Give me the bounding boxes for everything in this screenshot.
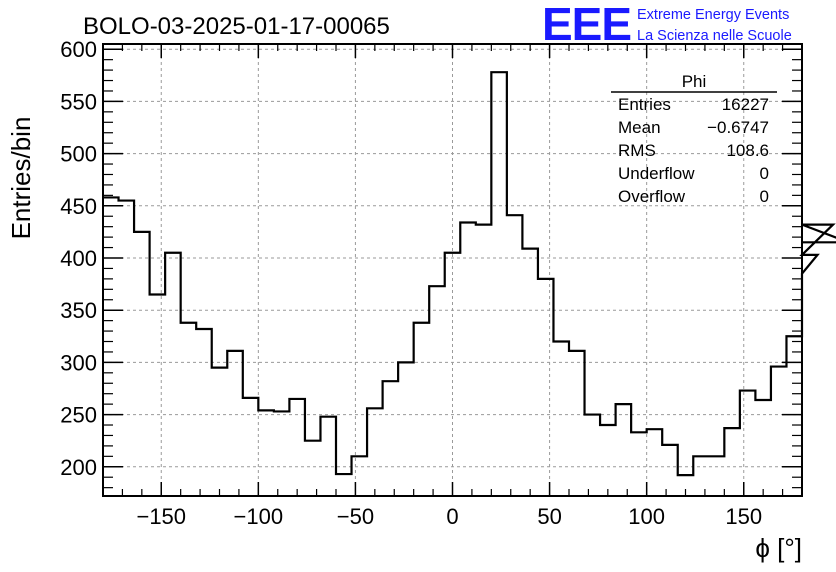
stats-title: Phi bbox=[682, 72, 707, 91]
logo-line-2: La Scienza nelle Scuole bbox=[637, 28, 792, 44]
y-tick-label: 600 bbox=[60, 37, 97, 62]
y-tick-label: 550 bbox=[60, 89, 97, 114]
y-tick-label: 450 bbox=[60, 194, 97, 219]
x-tick-label: 150 bbox=[725, 504, 762, 529]
y-tick-label: 300 bbox=[60, 350, 97, 375]
grid-lines bbox=[103, 44, 802, 496]
chart-title: BOLO-03-2025-01-17-00065 bbox=[83, 13, 390, 40]
stats-label: Entries bbox=[618, 95, 671, 114]
y-tick-label: 200 bbox=[60, 455, 97, 480]
plot-frame bbox=[102, 43, 803, 497]
x-tick-label: 0 bbox=[446, 504, 458, 529]
x-tick-label: −100 bbox=[234, 504, 284, 529]
stats-label: Underflow bbox=[618, 164, 695, 183]
y-tick-label: 350 bbox=[60, 298, 97, 323]
stats-value: 108.6 bbox=[726, 141, 769, 160]
logo-mark: EEE bbox=[542, 0, 631, 50]
y-tick-label: 250 bbox=[60, 403, 97, 428]
stats-label: RMS bbox=[618, 141, 656, 160]
axis-ticks bbox=[103, 44, 802, 496]
x-tick-label: 100 bbox=[628, 504, 665, 529]
x-tick-label: −150 bbox=[136, 504, 186, 529]
stats-label: Overflow bbox=[618, 187, 686, 206]
stats-value: 0 bbox=[760, 164, 769, 183]
y-axis-label: Entries/bin bbox=[6, 117, 36, 240]
histogram-series bbox=[103, 71, 836, 477]
x-axis-label: ϕ [°] bbox=[755, 533, 802, 563]
x-tick-label: −50 bbox=[337, 504, 374, 529]
stats-value: 0 bbox=[760, 187, 769, 206]
stats-label: Mean bbox=[618, 118, 661, 137]
tick-labels: −150 −100 −50 0 50 100 150 200 250 300 350 400 450 50… bbox=[60, 37, 762, 529]
stats-value: −0.6747 bbox=[707, 118, 769, 137]
stats-value: 16227 bbox=[722, 95, 769, 114]
y-tick-label: 400 bbox=[60, 246, 97, 271]
stats-box: Phi Entries 16227 Mean −0.6747 RMS 108.6 Under… bbox=[611, 72, 777, 206]
y-tick-label: 500 bbox=[60, 142, 97, 167]
x-tick-label: 50 bbox=[537, 504, 561, 529]
logo-line-1: Extreme Energy Events bbox=[637, 7, 789, 23]
eee-logo: EEE Extreme Energy Events La Scienza nel… bbox=[542, 0, 792, 50]
